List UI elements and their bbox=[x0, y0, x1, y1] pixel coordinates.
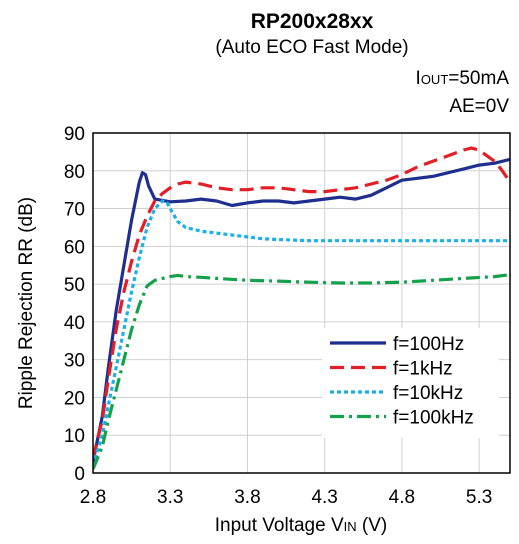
legend-label: f=1kHz bbox=[393, 359, 453, 380]
legend-background bbox=[322, 328, 499, 438]
y-tick-label: 80 bbox=[64, 162, 85, 183]
series-line-f-1khz bbox=[93, 146, 510, 459]
condition-iout-value: =50mA bbox=[448, 68, 509, 89]
condition-ae: AE=0V bbox=[449, 96, 509, 117]
x-axis-label-unit: (V) bbox=[357, 515, 388, 536]
x-tick-label: 3.8 bbox=[234, 487, 260, 508]
x-axis-label-main: Input Voltage V bbox=[215, 515, 344, 536]
x-tick-labels: 2.8 3.3 3.8 4.3 4.8 5.3 bbox=[80, 487, 493, 508]
legend-label: f=10kHz bbox=[393, 383, 463, 404]
x-tick-label: 4.8 bbox=[389, 487, 415, 508]
condition-iout-main: I bbox=[416, 68, 421, 89]
y-tick-labels: 0 10 20 30 40 50 60 70 80 90 bbox=[64, 124, 85, 485]
legend-label: f=100Hz bbox=[393, 334, 464, 355]
y-tick-label: 20 bbox=[64, 388, 85, 409]
y-tick-label: 10 bbox=[64, 426, 85, 447]
y-tick-label: 40 bbox=[64, 313, 85, 334]
series-lines bbox=[93, 146, 510, 470]
y-axis-label: Ripple Rejection RR (dB) bbox=[16, 197, 37, 409]
x-tick-label: 2.8 bbox=[80, 487, 106, 508]
x-tick-label: 3.3 bbox=[157, 487, 183, 508]
y-tick-label: 50 bbox=[64, 275, 85, 296]
plot-frame bbox=[92, 132, 511, 474]
chart-subtitle: (Auto ECO Fast Mode) bbox=[215, 37, 408, 58]
x-axis-label-sub: IN bbox=[344, 519, 357, 534]
x-tick-label: 4.3 bbox=[311, 487, 337, 508]
y-tick-label: 90 bbox=[64, 124, 85, 145]
legend: f=100Hz f=1kHz f=10kHz f=100kHz bbox=[322, 328, 499, 438]
chart-title: RP200x28xx bbox=[251, 10, 374, 33]
condition-iout: IOUT=50mA bbox=[416, 68, 510, 89]
series-line-f-100hz bbox=[93, 157, 510, 463]
x-tick-label: 5.3 bbox=[466, 487, 492, 508]
y-tick-label: 0 bbox=[74, 464, 85, 485]
x-axis-label: Input Voltage VIN (V) bbox=[215, 515, 388, 536]
series-line-f-100khz bbox=[93, 273, 510, 470]
condition-iout-sub: OUT bbox=[421, 72, 449, 87]
y-tick-label: 70 bbox=[64, 200, 85, 221]
legend-label: f=100kHz bbox=[393, 408, 474, 429]
y-tick-label: 60 bbox=[64, 237, 85, 258]
series-line-f-10khz bbox=[93, 199, 510, 466]
y-tick-label: 30 bbox=[64, 351, 85, 372]
